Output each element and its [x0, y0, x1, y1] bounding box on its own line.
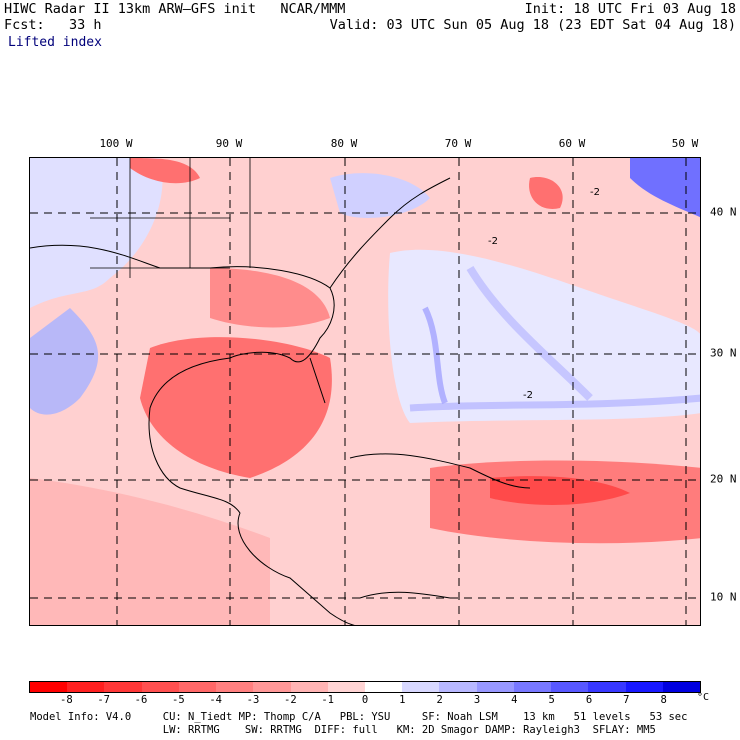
colorbar-swatch: [402, 682, 440, 692]
colorbar: [29, 681, 701, 693]
colorbar-tick-label: 4: [511, 694, 518, 706]
atlantic-stable-region: [388, 249, 700, 423]
florida-coast: [309, 357, 326, 404]
colorbar-swatch: [551, 682, 589, 692]
map-canvas: -2 -2 -2: [30, 158, 700, 625]
colorbar-swatch: [364, 682, 403, 692]
colorbar-tick-label: -7: [97, 694, 110, 706]
lat-label: 30 N: [710, 346, 737, 360]
lat-label: 10 N: [710, 590, 737, 604]
mexico-stable-region: [30, 308, 99, 415]
colorbar-swatch: [625, 682, 663, 692]
stable-band: [409, 394, 700, 412]
lon-label: 100 W: [99, 137, 133, 150]
colorbar-tick-label: 2: [436, 694, 443, 706]
colorbar-tick-label: 3: [473, 694, 481, 706]
southeast-unstable-region: [210, 268, 330, 328]
colorbar-swatch: [290, 682, 328, 692]
colorbar-swatch: [141, 682, 179, 692]
header-title: HIWC Radar II 13km ARW–GFS init NCAR/MMM: [4, 1, 346, 17]
colorbar-swatch: [30, 682, 68, 692]
colorbar-swatch: [588, 682, 626, 692]
colorbar-tick-label: 0: [361, 694, 369, 706]
model-info-line-1: Model Info: V4.0 CU: N_Tiedt MP: Thomp C…: [30, 711, 688, 723]
lon-label: 50 W: [671, 137, 699, 150]
pacific-region: [30, 478, 270, 625]
colorbar-unit: °C: [697, 692, 710, 703]
colorbar-tick-label: 1: [399, 694, 406, 706]
colorbar-tick-label: 7: [623, 694, 630, 706]
stable-band: [422, 306, 448, 405]
northeast-stable-region: [330, 173, 430, 218]
field-name: Lifted index: [8, 35, 102, 50]
contour-label: -2: [590, 187, 600, 198]
lon-label: 80 W: [330, 137, 358, 150]
colorbar-tick-label: -3: [246, 694, 260, 706]
plains-unstable-region: [130, 158, 200, 184]
colorbar-tick-label: -5: [172, 694, 185, 706]
colorbar-swatch: [67, 682, 105, 692]
colorbar-swatch: [178, 682, 217, 692]
colorbar-swatch: [662, 682, 700, 692]
colorbar-tick-label: -8: [60, 694, 73, 706]
model-info-line-2: LW: RRTMG SW: RRTMG DIFF: full KM: 2D Sm…: [30, 724, 656, 736]
colorbar-swatch: [253, 682, 291, 692]
caribbean-max-instability: [490, 476, 630, 505]
header-init-time: Init: 18 UTC Fri 03 Aug 18: [524, 1, 736, 17]
atlantic-unstable-cell: [529, 177, 563, 209]
south-america-coast: [359, 591, 451, 599]
colorbar-tick-label: 8: [660, 694, 667, 706]
lon-label: 70 W: [444, 137, 472, 150]
lat-label: 20 N: [710, 472, 737, 486]
western-stable-region: [30, 158, 163, 308]
lon-label: 90 W: [215, 137, 243, 150]
northatlantic-stable-region: [630, 158, 700, 218]
contour-label: -2: [488, 236, 498, 247]
colorbar-swatch: [327, 682, 365, 692]
lat-label: 40 N: [710, 205, 737, 219]
colorbar-tick-label: -4: [209, 694, 222, 706]
colorbar-tick-label: -2: [284, 694, 297, 706]
stable-band: [466, 265, 593, 401]
colorbar-swatch: [439, 682, 477, 692]
contour-label: -2: [523, 390, 533, 401]
colorbar-tick-label: 5: [548, 694, 555, 706]
colorbar-tick-label: -6: [134, 694, 148, 706]
greater-antilles: [349, 453, 531, 489]
colorbar-swatch: [513, 682, 552, 692]
lifted-index-map: -2 -2 -2: [29, 157, 701, 626]
colorbar-tick-label: -1: [321, 694, 334, 706]
header-valid-time: Valid: 03 UTC Sun 05 Aug 18 (23 EDT Sat …: [329, 17, 736, 33]
gulf-unstable-region: [140, 337, 332, 478]
header-forecast-hour: Fcst: 33 h: [4, 17, 102, 33]
lon-label: 60 W: [558, 137, 586, 150]
colorbar-swatch: [216, 682, 254, 692]
colorbar-swatch: [476, 682, 514, 692]
colorbar-tick-label: 6: [585, 694, 593, 706]
us-east-coast: [329, 177, 451, 289]
colorbar-swatch: [104, 682, 142, 692]
lat-lon-grid: [30, 158, 700, 625]
